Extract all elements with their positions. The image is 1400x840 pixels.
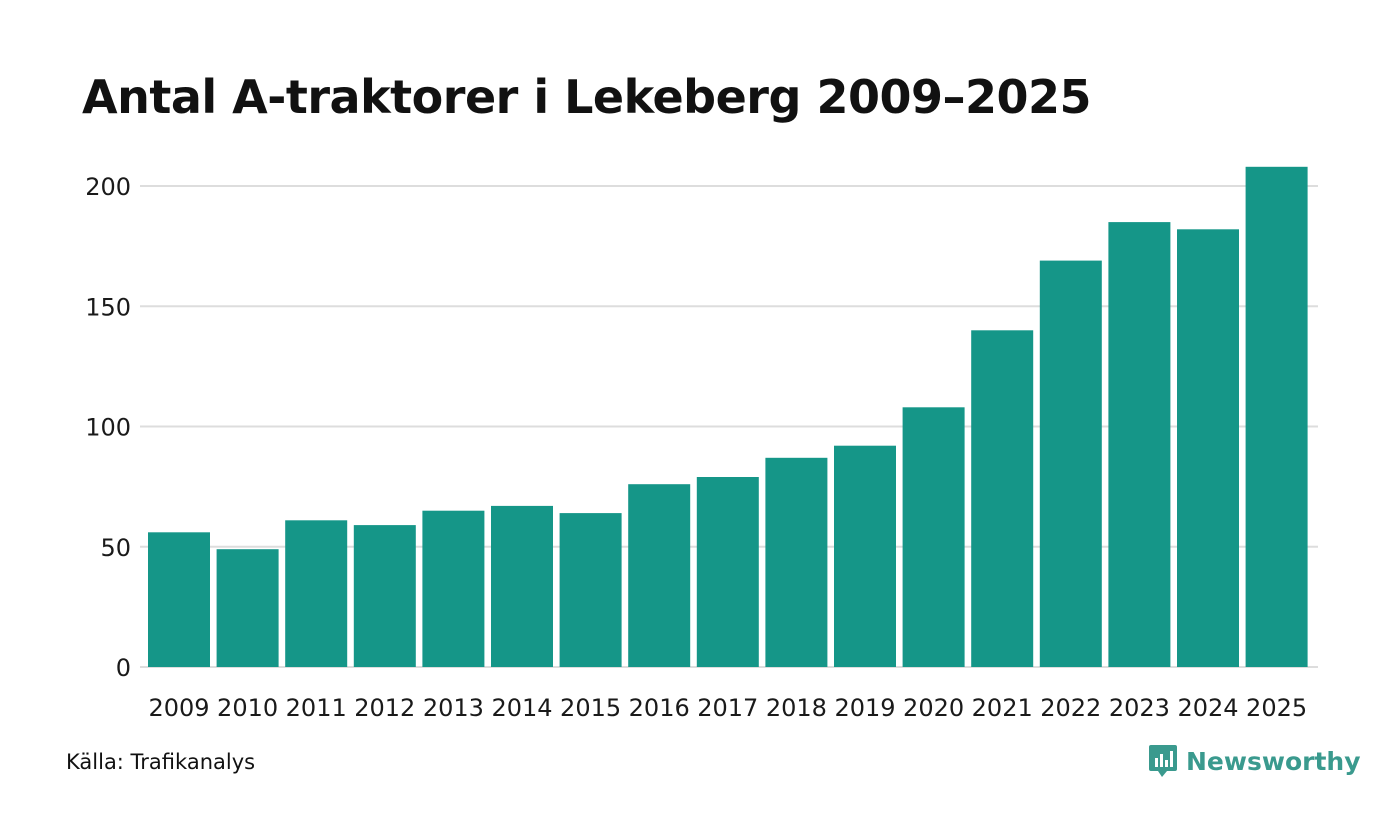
bars (148, 166, 1308, 668)
x-axis-ticks: 2009 2010 2011 2012 2013 2014 2015 2016 2017 2018… (148, 694, 1307, 722)
source-credit: Källa: Trafikanalys (66, 750, 256, 774)
x-tick-label: 2017 (697, 694, 758, 722)
bar-2018 (765, 457, 828, 667)
bar-2013 (422, 510, 485, 667)
x-tick-label: 2022 (1040, 694, 1101, 722)
x-tick-label: 2021 (972, 694, 1033, 722)
y-tick-label: 50 (100, 534, 131, 562)
x-tick-label: 2024 (1177, 694, 1238, 722)
brand-name: Newsworthy (1186, 746, 1361, 776)
chart-title: Antal A-traktorer i Lekeberg 2009–2025 (82, 70, 1092, 124)
y-tick-label: 150 (85, 293, 131, 321)
bar-2022 (1039, 260, 1102, 667)
x-tick-label: 2018 (766, 694, 827, 722)
x-tick-label: 2015 (560, 694, 621, 722)
x-tick-label: 2016 (629, 694, 690, 722)
x-tick-label: 2019 (834, 694, 895, 722)
brand-logo: Newsworthy (1148, 744, 1361, 778)
x-tick-label: 2014 (491, 694, 552, 722)
bar-2015 (559, 513, 622, 667)
bar-2011 (285, 520, 348, 667)
bar-2021 (971, 330, 1034, 667)
bar-2014 (491, 505, 553, 667)
bar-2016 (628, 484, 691, 667)
y-tick-label: 100 (85, 414, 131, 442)
bar-2012 (353, 525, 416, 667)
x-tick-label: 2011 (286, 694, 347, 722)
bar-2023 (1108, 222, 1171, 667)
bar-2019 (834, 445, 896, 667)
x-tick-label: 2009 (148, 694, 209, 722)
x-tick-label: 2020 (903, 694, 964, 722)
bar-2024 (1177, 229, 1239, 668)
bar-2020 (902, 407, 965, 667)
newsworthy-logo-icon (1149, 745, 1177, 777)
x-tick-label: 2012 (354, 694, 415, 722)
y-axis-ticks: 0 50 100 150 200 (85, 173, 131, 682)
bar-2010 (216, 549, 279, 667)
x-tick-label: 2010 (217, 694, 278, 722)
x-tick-label: 2013 (423, 694, 484, 722)
bar-2009 (148, 532, 210, 667)
x-tick-label: 2025 (1246, 694, 1307, 722)
bar-2017 (696, 477, 759, 667)
y-tick-label: 0 (116, 654, 131, 682)
x-tick-label: 2023 (1109, 694, 1170, 722)
bar-2025 (1245, 166, 1308, 668)
y-tick-label: 200 (85, 173, 131, 201)
